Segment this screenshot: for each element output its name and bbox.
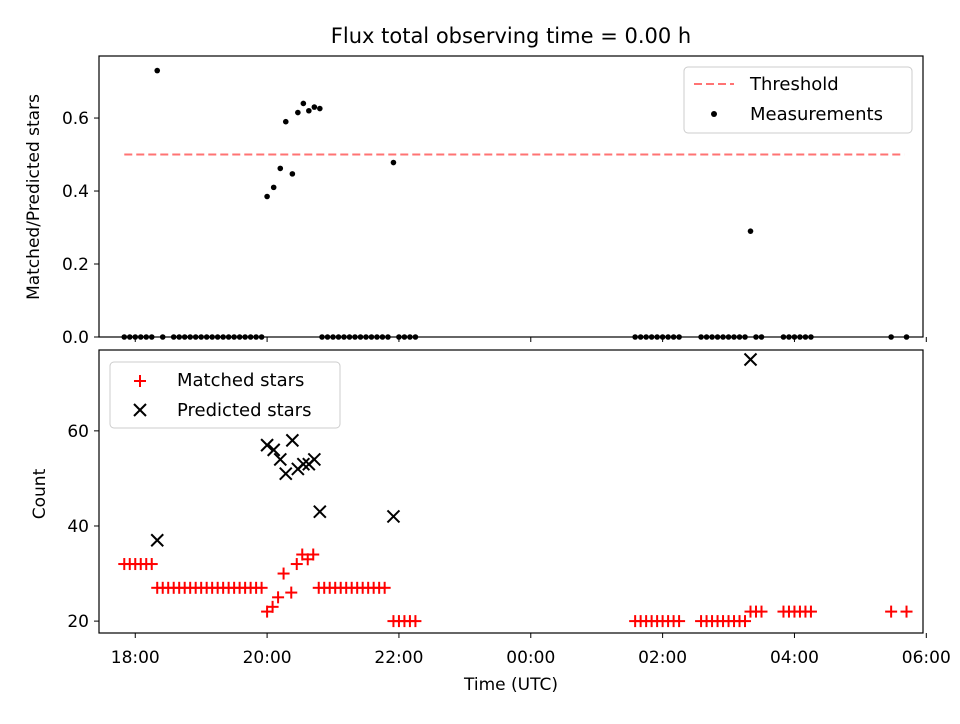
legend-predicted-swatch <box>133 403 147 417</box>
measurement-point <box>300 100 307 107</box>
x-tick-label: 04:00 <box>770 648 819 668</box>
y-tick-label: 0.6 <box>62 109 89 129</box>
measurement-point <box>154 67 161 74</box>
predicted-star-point <box>307 452 322 467</box>
bottom-axes-frame <box>98 349 924 634</box>
bottom-y-ticks: 20 40 60 <box>67 422 99 632</box>
y-tick-label: 0.4 <box>62 182 89 202</box>
x-tick-label: 02:00 <box>638 648 687 668</box>
predicted-star-point <box>150 533 164 547</box>
measurement-point <box>295 109 301 116</box>
legend-threshold-label: Threshold <box>749 74 839 95</box>
y-tick-label: 20 <box>67 612 89 632</box>
legend-matched-swatch <box>134 375 146 387</box>
measurement-point <box>390 159 397 166</box>
bottom-legend-box <box>109 361 341 429</box>
predicted-star-point <box>273 452 287 467</box>
y-tick-label: 40 <box>67 517 89 537</box>
legend-measurements-label: Measurements <box>750 104 883 125</box>
x-axis-label: Time (UTC) <box>463 675 558 695</box>
x-tick-label: 00:00 <box>506 648 555 668</box>
legend-predicted-label: Predicted stars <box>177 400 311 421</box>
matched-star-point <box>755 605 768 618</box>
bottom-panel: 20 40 60 18:00 20:00 22:00 00:00 02:00 04:00 06:… <box>30 349 951 695</box>
matched-star-point <box>673 615 686 628</box>
matched-star-point <box>255 581 268 594</box>
top-y-ticks: 0.0 0.2 0.4 0.6 <box>62 109 99 348</box>
measurement-point <box>289 171 296 177</box>
measurement-point <box>264 193 270 200</box>
top-x-ticks <box>134 337 927 342</box>
matched-star-point <box>290 558 303 571</box>
top-y-axis-label: Matched/Predicted stars <box>24 94 44 300</box>
bottom-x-ticks: 18:00 20:00 22:00 00:00 02:00 04:00 06:00 <box>111 633 951 668</box>
predicted-star-point <box>279 466 293 481</box>
predicted-star-point <box>296 457 311 471</box>
measurement-point <box>306 107 312 114</box>
top-legend: Threshold Measurements <box>683 66 913 134</box>
x-tick-label: 06:00 <box>902 648 951 668</box>
matched-star-point <box>266 600 279 613</box>
predicted-star-point <box>313 505 327 519</box>
measurement-point <box>282 118 289 125</box>
matched-star-point <box>804 605 817 618</box>
x-tick-label: 20:00 <box>243 648 292 668</box>
measurement-point <box>270 184 277 191</box>
predicted-star-point <box>386 509 401 524</box>
matched-star-point <box>885 605 898 618</box>
predicted-star-point <box>266 443 281 457</box>
chart-title: Flux total observing time = 0.00 h <box>331 24 691 48</box>
matched-star-point <box>378 581 391 594</box>
bottom-marks <box>118 352 913 628</box>
matched-star-point <box>272 591 285 604</box>
x-tick-label: 22:00 <box>374 648 423 668</box>
y-tick-label: 0.0 <box>62 328 89 348</box>
y-tick-label: 60 <box>67 422 89 442</box>
measurement-point <box>747 228 754 234</box>
matched-star-point <box>409 615 422 628</box>
bottom-y-axis-label: Count <box>30 468 50 519</box>
top-panel: 0.0 0.2 0.4 0.6 Matched/Predicted stars Thr… <box>24 55 927 348</box>
legend-matched-label: Matched stars <box>177 370 304 391</box>
x-tick-label: 18:00 <box>111 648 160 668</box>
predicted-star-point <box>260 438 274 452</box>
top-legend-box <box>683 66 913 134</box>
predicted-star-point <box>743 352 758 367</box>
matched-star-point <box>285 586 298 599</box>
matched-star-point <box>900 605 913 618</box>
top-axes-frame <box>98 55 924 338</box>
measurement-point <box>311 104 318 110</box>
matched-star-point <box>307 548 320 561</box>
predicted-star-point <box>285 433 300 448</box>
measurement-point <box>317 105 323 112</box>
legend-measurements-swatch <box>711 111 717 117</box>
measurement-point <box>277 165 284 172</box>
y-tick-label: 0.2 <box>62 255 89 275</box>
matched-star-point <box>277 567 290 580</box>
matched-star-point <box>739 615 752 628</box>
bottom-legend: Matched stars Predicted stars <box>109 361 341 429</box>
matched-star-point <box>145 558 158 571</box>
